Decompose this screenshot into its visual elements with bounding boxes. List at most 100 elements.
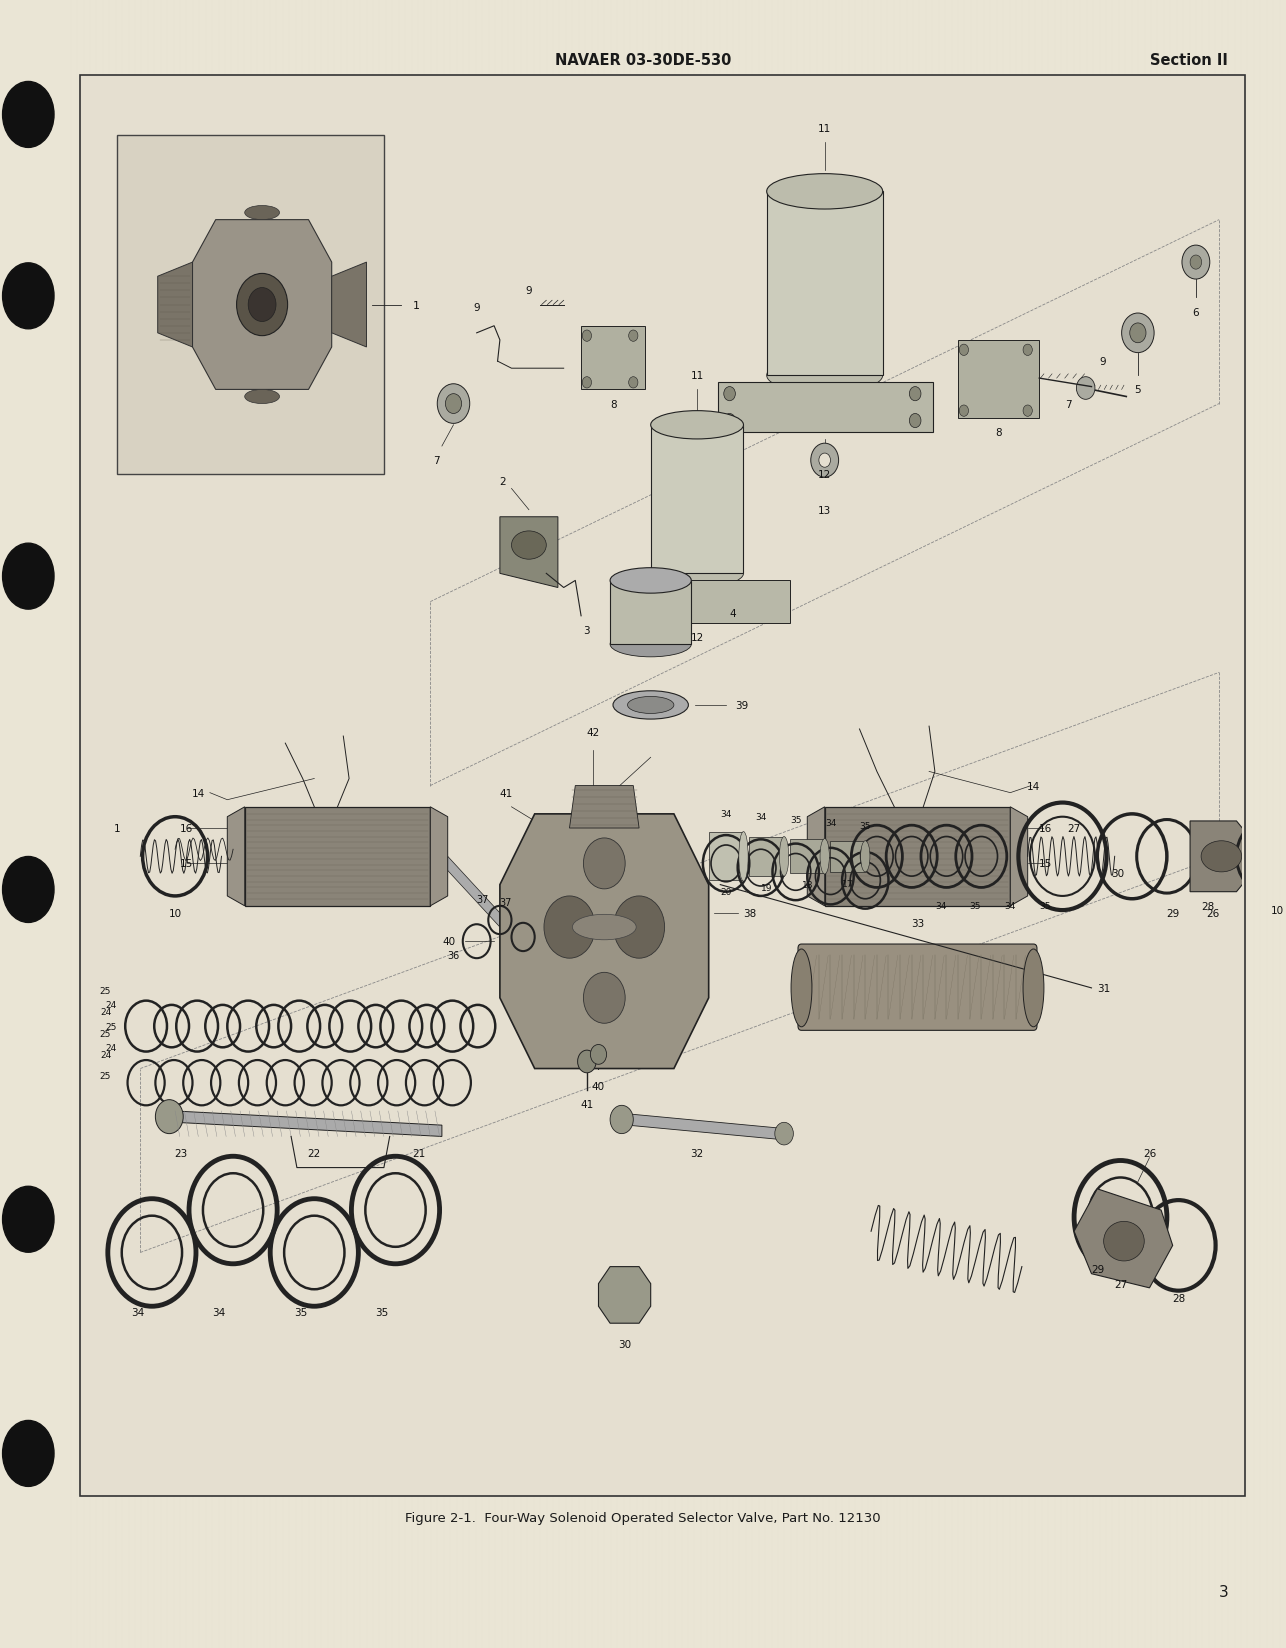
- FancyBboxPatch shape: [80, 76, 1245, 1496]
- Ellipse shape: [651, 412, 743, 440]
- Circle shape: [1024, 344, 1033, 356]
- Circle shape: [590, 1045, 607, 1065]
- Text: 16: 16: [1039, 824, 1052, 834]
- Text: 34: 34: [824, 819, 836, 827]
- Text: 41: 41: [499, 788, 512, 798]
- Text: 36: 36: [448, 951, 459, 961]
- Circle shape: [3, 264, 54, 330]
- Text: 42: 42: [586, 727, 599, 737]
- Text: 19: 19: [761, 883, 773, 893]
- Text: 12: 12: [691, 633, 703, 643]
- Text: 35: 35: [1039, 901, 1051, 911]
- Text: 29: 29: [1166, 908, 1179, 918]
- Text: 14: 14: [1026, 781, 1040, 791]
- Text: 9: 9: [1100, 358, 1106, 368]
- Ellipse shape: [820, 839, 829, 875]
- Polygon shape: [570, 786, 639, 829]
- Circle shape: [3, 1187, 54, 1252]
- Polygon shape: [1074, 1190, 1173, 1289]
- Polygon shape: [824, 808, 1011, 906]
- Ellipse shape: [779, 837, 788, 877]
- Circle shape: [544, 897, 595, 959]
- Circle shape: [1076, 377, 1094, 400]
- Circle shape: [3, 857, 54, 923]
- Circle shape: [774, 1122, 793, 1145]
- Text: 37: 37: [499, 897, 512, 906]
- Ellipse shape: [651, 560, 743, 588]
- Ellipse shape: [244, 391, 279, 404]
- Circle shape: [577, 1050, 597, 1073]
- Circle shape: [1121, 313, 1154, 353]
- Polygon shape: [790, 840, 824, 873]
- Circle shape: [724, 387, 736, 402]
- Circle shape: [819, 453, 831, 468]
- Polygon shape: [158, 264, 193, 348]
- Text: 39: 39: [736, 700, 748, 710]
- Text: 23: 23: [175, 1149, 188, 1159]
- Polygon shape: [628, 1114, 778, 1140]
- Polygon shape: [766, 193, 882, 376]
- Text: 20: 20: [720, 888, 732, 897]
- Text: 9: 9: [473, 303, 480, 313]
- Text: 30: 30: [1111, 868, 1124, 878]
- Text: 28: 28: [1172, 1294, 1186, 1304]
- Text: 17: 17: [842, 878, 854, 888]
- Text: 24: 24: [100, 1050, 111, 1060]
- Polygon shape: [1190, 821, 1254, 892]
- Text: 12: 12: [818, 470, 831, 480]
- Ellipse shape: [244, 206, 279, 221]
- Circle shape: [629, 377, 638, 389]
- Text: 35: 35: [859, 821, 871, 831]
- Text: 28: 28: [1201, 901, 1214, 911]
- Polygon shape: [1011, 808, 1028, 906]
- FancyBboxPatch shape: [610, 582, 790, 623]
- Text: 27: 27: [1067, 824, 1080, 834]
- Text: 26: 26: [1143, 1149, 1156, 1159]
- Circle shape: [629, 331, 638, 343]
- Circle shape: [909, 414, 921, 428]
- Ellipse shape: [572, 915, 637, 941]
- Polygon shape: [431, 808, 448, 906]
- FancyBboxPatch shape: [117, 135, 385, 475]
- Polygon shape: [808, 808, 824, 906]
- Ellipse shape: [512, 532, 547, 560]
- Text: 40: 40: [592, 1081, 604, 1091]
- Text: 35: 35: [970, 901, 981, 911]
- Text: 27: 27: [1114, 1279, 1127, 1289]
- Polygon shape: [831, 840, 865, 872]
- Circle shape: [959, 344, 968, 356]
- Ellipse shape: [739, 832, 748, 882]
- Text: Figure 2-1.  Four-Way Solenoid Operated Selector Valve, Part No. 12130: Figure 2-1. Four-Way Solenoid Operated S…: [405, 1511, 881, 1524]
- Text: NAVAER 03-30DE-530: NAVAER 03-30DE-530: [554, 53, 732, 68]
- Circle shape: [156, 1099, 183, 1134]
- Text: 14: 14: [192, 788, 204, 798]
- FancyBboxPatch shape: [581, 326, 644, 391]
- FancyBboxPatch shape: [799, 944, 1037, 1030]
- Ellipse shape: [1024, 949, 1044, 1027]
- Text: 3: 3: [1218, 1584, 1228, 1600]
- Text: 13: 13: [818, 506, 831, 516]
- Text: 4: 4: [729, 608, 736, 618]
- Text: 11: 11: [691, 371, 703, 381]
- Polygon shape: [500, 517, 558, 588]
- Text: 40: 40: [442, 936, 455, 946]
- Text: 8: 8: [611, 399, 617, 409]
- Text: 11: 11: [818, 124, 831, 133]
- Circle shape: [1024, 405, 1033, 417]
- Circle shape: [237, 274, 288, 336]
- Text: 31: 31: [1097, 984, 1111, 994]
- Text: 34: 34: [212, 1307, 226, 1317]
- Text: 7: 7: [1065, 399, 1071, 409]
- Ellipse shape: [766, 175, 882, 209]
- Polygon shape: [332, 264, 367, 348]
- Text: 25: 25: [100, 1071, 111, 1081]
- Circle shape: [584, 839, 625, 890]
- Text: 1: 1: [413, 300, 421, 310]
- Circle shape: [1182, 246, 1210, 280]
- Text: 37: 37: [476, 895, 489, 905]
- Polygon shape: [193, 221, 332, 391]
- Polygon shape: [175, 1111, 442, 1137]
- Text: 32: 32: [691, 1149, 703, 1159]
- Ellipse shape: [610, 631, 692, 658]
- Ellipse shape: [1201, 840, 1242, 872]
